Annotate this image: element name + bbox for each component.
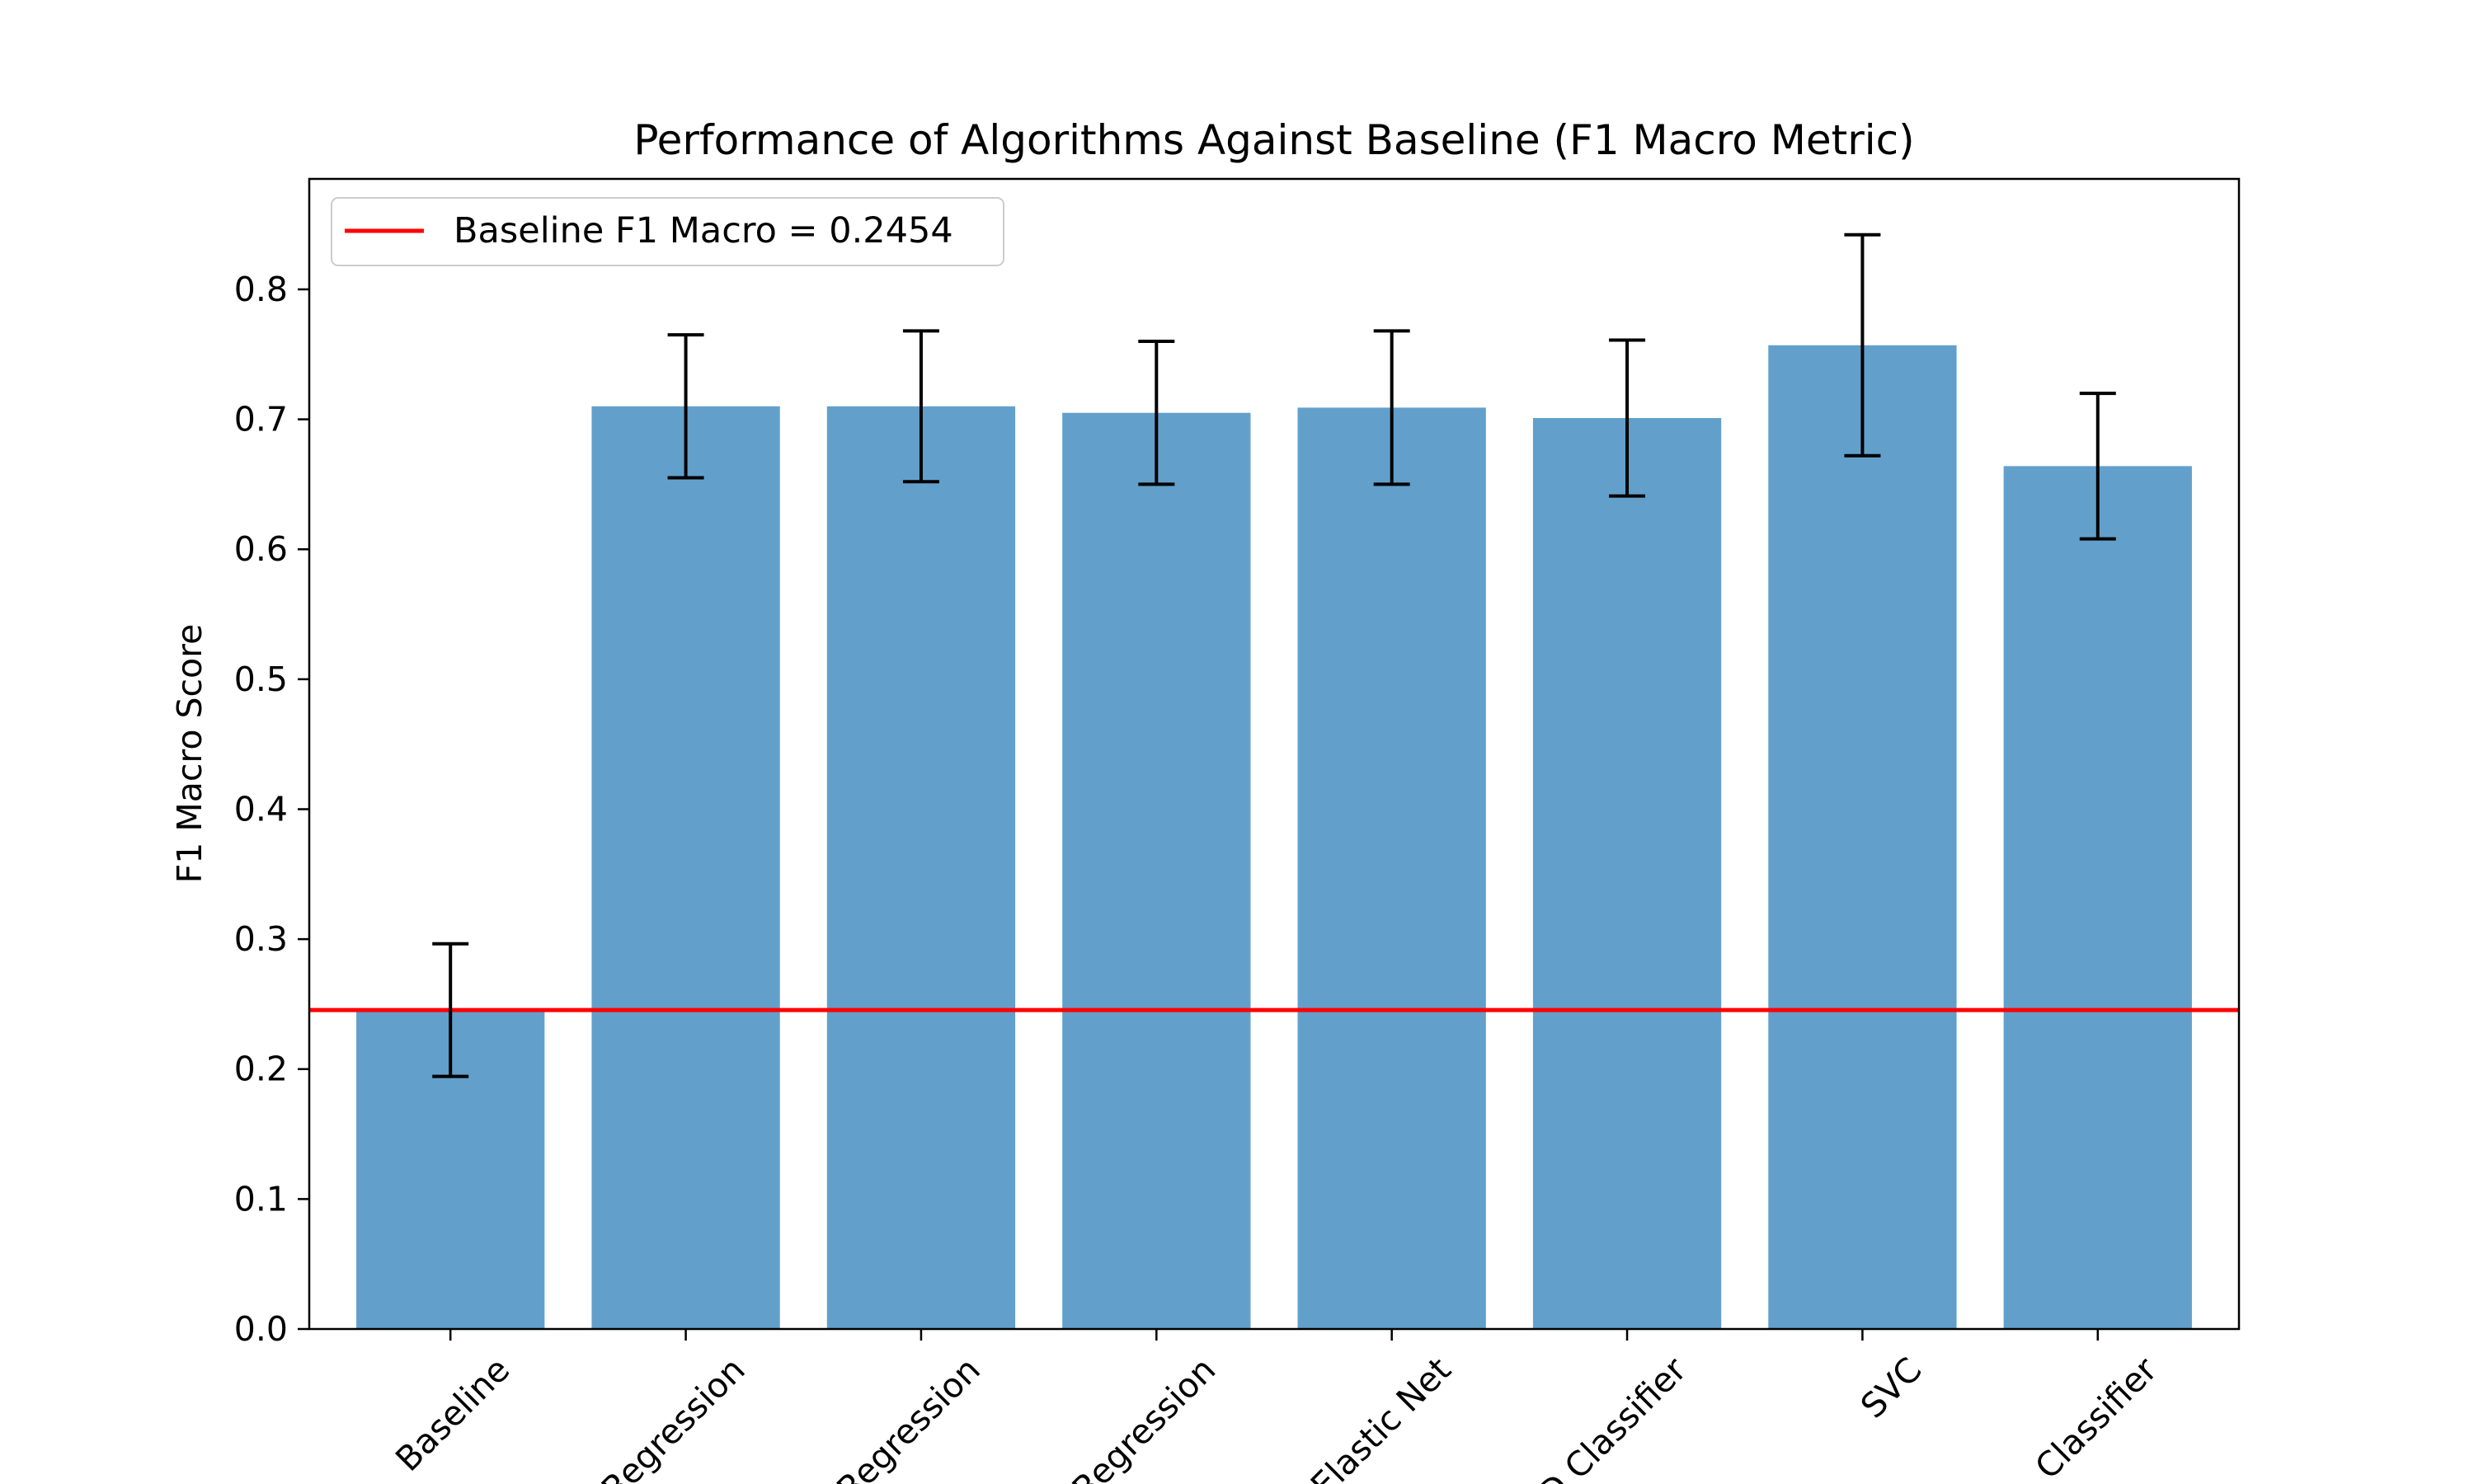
- error-bar-6: [1609, 338, 1646, 498]
- legend-label: Baseline F1 Macro = 0.2454: [454, 210, 953, 251]
- y-tick-label: 0.5: [234, 660, 288, 699]
- x-tick-label: Regression: [830, 1350, 989, 1484]
- bar-3: [826, 406, 1016, 1330]
- bar-5: [1297, 407, 1486, 1330]
- x-tick-label: Regression: [1065, 1350, 1224, 1484]
- y-tick-label: 0.7: [234, 400, 288, 439]
- error-bar-2: [667, 333, 704, 480]
- error-bar-1: [432, 942, 469, 1078]
- error-bar-4: [1138, 340, 1175, 486]
- y-tick-label: 0.8: [234, 270, 288, 309]
- y-tick-label: 0.1: [234, 1179, 288, 1219]
- bar-8: [2003, 466, 2192, 1329]
- plot-frame: [308, 177, 2241, 1331]
- bars: [356, 345, 2192, 1330]
- x-tick-label: SGD Classifier: [1497, 1350, 1694, 1484]
- y-tick-label: 0.2: [234, 1050, 288, 1089]
- bar-4: [1062, 412, 1251, 1330]
- x-tick-label: Regression: [594, 1350, 753, 1484]
- error-bar-5: [1373, 329, 1410, 486]
- x-axis: Baseline Regression Regression Regression El…: [388, 1329, 2165, 1484]
- bar-7: [1768, 345, 1957, 1330]
- error-bar-8: [2079, 392, 2116, 541]
- y-tick-label: 0.0: [234, 1309, 288, 1349]
- legend-box: [331, 197, 1004, 266]
- error-bar-3: [902, 329, 939, 484]
- y-axis-label: F1 Macro Score: [170, 624, 209, 884]
- y-tick-label: 0.6: [234, 529, 288, 569]
- bar-6: [1532, 418, 1722, 1329]
- legend[interactable]: Baseline F1 Macro = 0.2454: [331, 197, 1004, 266]
- x-tick-label: Classifier: [2028, 1350, 2165, 1484]
- y-tick-label: 0.3: [234, 919, 288, 959]
- error-bars: [432, 232, 2116, 1078]
- x-tick-label: SVC: [1853, 1350, 1929, 1425]
- bar-2: [591, 406, 780, 1330]
- x-tick-label: Baseline: [388, 1350, 517, 1479]
- error-bar-7: [1844, 232, 1881, 458]
- y-tick-label: 0.4: [234, 789, 288, 829]
- x-tick-label: Elastic Net: [1303, 1350, 1459, 1484]
- y-axis: 0.0 0.1 0.2 0.3 0.4 0.5 0.6 0.7 0.8: [234, 270, 309, 1349]
- chart-title: Performance of Algorithms Against Baseli…: [633, 116, 1914, 164]
